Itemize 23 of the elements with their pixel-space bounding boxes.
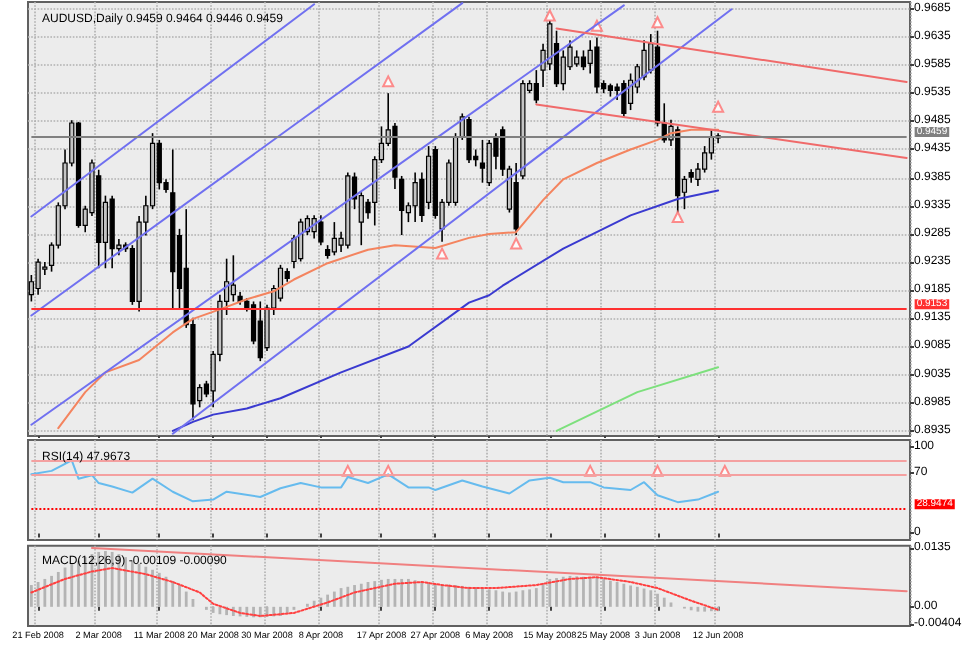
point [651,16,664,29]
point [543,9,556,22]
candlestick [553,29,560,88]
candlestick [466,116,472,164]
candlestick [35,257,41,296]
point [382,75,395,88]
candlestick [230,254,236,303]
candlestick [298,217,304,263]
candlestick [257,300,263,362]
candlestick [331,221,337,257]
line-series [171,189,720,432]
point [436,247,449,260]
candlestick [318,214,324,246]
candlestick [479,139,486,184]
point [510,237,523,250]
line-series [57,128,720,430]
line-series [30,459,720,504]
candlestick [594,36,600,94]
candlestick [412,171,418,223]
candlestick [621,79,627,118]
point [712,100,725,113]
line-series [30,567,720,617]
candlestick [486,139,492,187]
